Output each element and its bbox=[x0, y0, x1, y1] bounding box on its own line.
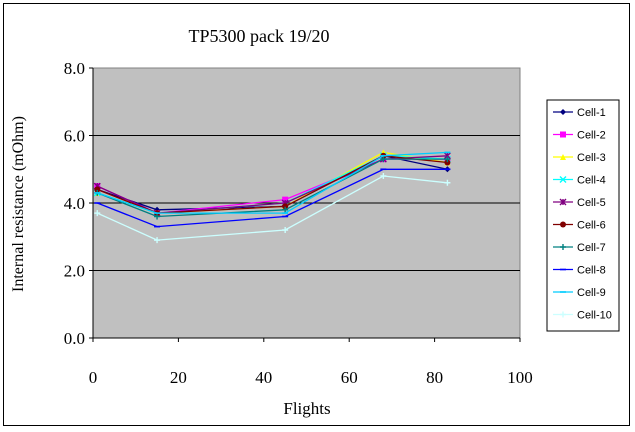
legend-item: Cell-7 bbox=[553, 242, 606, 254]
legend-marker bbox=[560, 244, 566, 250]
series-cell-10 bbox=[94, 173, 451, 244]
legend-item: Cell-9 bbox=[553, 287, 606, 299]
legend-label: Cell-5 bbox=[577, 197, 606, 209]
legend-label: Cell-1 bbox=[577, 107, 606, 119]
legend-label: Cell-4 bbox=[577, 175, 606, 187]
legend-marker bbox=[560, 221, 566, 228]
data-point bbox=[154, 237, 161, 244]
x-tick-label: 40 bbox=[255, 368, 272, 387]
legend-label: Cell-8 bbox=[577, 265, 606, 277]
series-cell-7 bbox=[94, 156, 451, 220]
y-tick-label: 0.0 bbox=[64, 329, 85, 348]
legend-label: Cell-3 bbox=[577, 152, 606, 164]
legend-marker bbox=[560, 109, 566, 115]
data-point bbox=[282, 203, 289, 210]
y-tick-label: 4.0 bbox=[64, 194, 85, 213]
series-cell-8 bbox=[94, 168, 451, 228]
data-point bbox=[444, 156, 451, 163]
legend-item: Cell-1 bbox=[553, 107, 606, 119]
data-point bbox=[94, 210, 101, 217]
data-point bbox=[444, 179, 451, 186]
y-axis-label: Internal resistance (mOhm) bbox=[10, 116, 27, 292]
x-tick-label: 60 bbox=[341, 368, 358, 387]
legend-label: Cell-6 bbox=[577, 220, 606, 232]
legend-item: Cell-8 bbox=[553, 265, 606, 277]
x-tick-label: 80 bbox=[426, 368, 443, 387]
data-point bbox=[282, 196, 289, 203]
x-tick-label: 0 bbox=[89, 368, 98, 387]
legend-item: Cell-6 bbox=[553, 220, 606, 232]
data-point bbox=[282, 206, 289, 213]
legend-marker bbox=[560, 131, 566, 138]
data-point bbox=[380, 173, 387, 179]
legend-label: Cell-2 bbox=[577, 130, 606, 142]
data-point bbox=[94, 186, 101, 193]
x-tick-label: 20 bbox=[170, 368, 187, 387]
y-tick-label: 6.0 bbox=[64, 127, 85, 146]
legend-item: Cell-4 bbox=[553, 175, 606, 187]
series-cell-9 bbox=[94, 151, 451, 214]
data-point bbox=[282, 227, 289, 233]
legend-item: Cell-3 bbox=[553, 152, 606, 164]
x-axis-label: Flights bbox=[283, 399, 330, 418]
data-point bbox=[444, 159, 451, 166]
legend-marker bbox=[560, 154, 566, 160]
legend-label: Cell-10 bbox=[577, 310, 612, 322]
legend-item: Cell-2 bbox=[553, 130, 606, 142]
line-chart: TP5300 pack 19/20 0.0 2.0 4.0 6.0 8.0 0 20 40 60… bbox=[10, 26, 620, 418]
data-point bbox=[154, 213, 161, 220]
legend-item: Cell-5 bbox=[553, 197, 606, 209]
legend-marker bbox=[560, 311, 566, 318]
legend-marker bbox=[559, 198, 567, 206]
legend-label: Cell-7 bbox=[577, 242, 606, 254]
chart-frame: TP5300 pack 19/20 0.0 2.0 4.0 6.0 8.0 0 20 40 60… bbox=[3, 3, 630, 426]
legend-item: Cell-10 bbox=[553, 310, 612, 322]
x-tick-label: 100 bbox=[507, 368, 533, 387]
chart-title: TP5300 pack 19/20 bbox=[189, 26, 330, 46]
legend-label: Cell-9 bbox=[577, 287, 606, 299]
data-point bbox=[380, 156, 387, 163]
legend-marker bbox=[559, 176, 567, 183]
y-tick-label: 2.0 bbox=[64, 262, 85, 281]
y-tick-label: 8.0 bbox=[64, 59, 85, 78]
